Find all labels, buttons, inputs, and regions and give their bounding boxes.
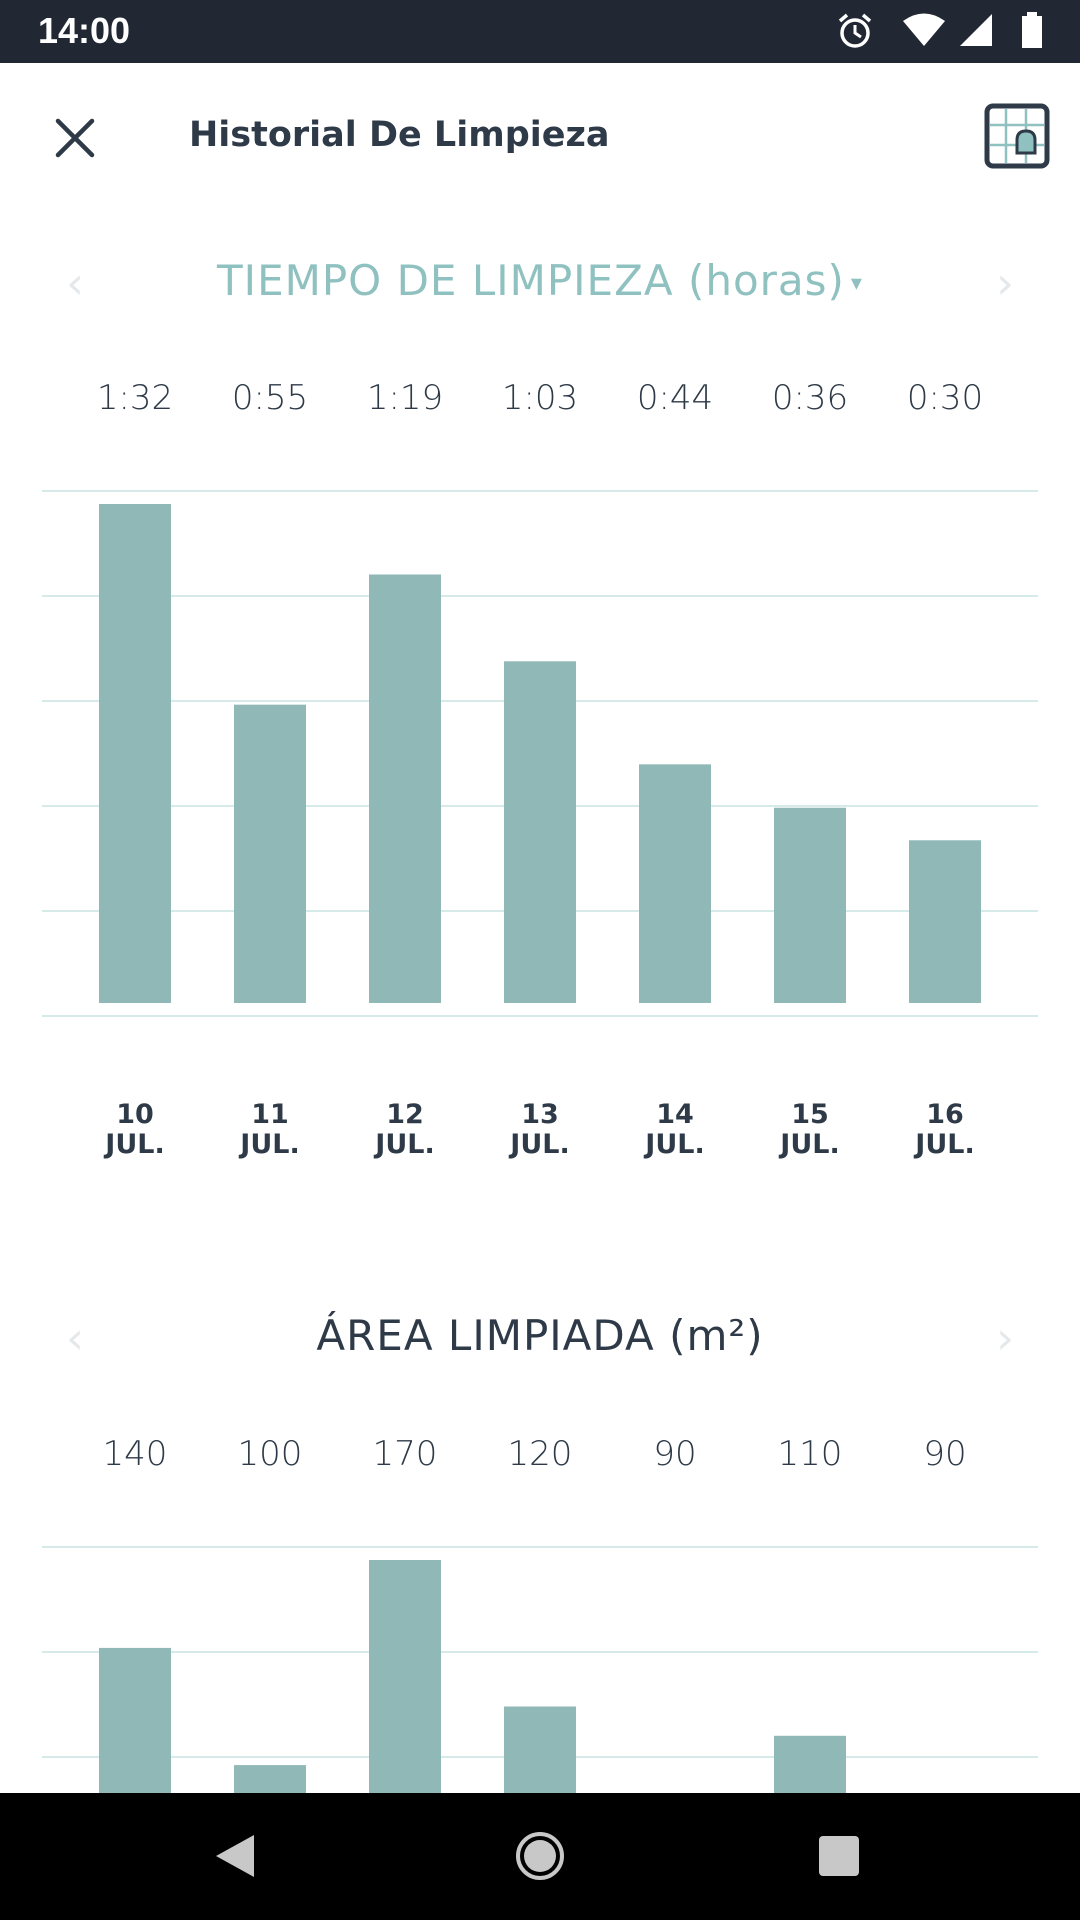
bar-value-label: 0:44	[636, 378, 714, 418]
system-nav-bar	[0, 1793, 1080, 1920]
map-button[interactable]	[984, 103, 1050, 169]
bar-value-label: 0:55	[231, 378, 309, 418]
area-chart-header: ‹ ÁREA LIMPIADA (m²) ›	[0, 1303, 1080, 1373]
area-bar[interactable]	[504, 1706, 576, 1794]
date-day: 15	[791, 1099, 829, 1130]
area-chart-next-button[interactable]: ›	[996, 1313, 1014, 1364]
back-button[interactable]	[214, 1833, 258, 1883]
close-button[interactable]	[44, 107, 106, 169]
area-chart-prev-button[interactable]: ‹	[66, 1313, 84, 1364]
time-bar[interactable]	[369, 574, 441, 1003]
time-chart-value-labels: 1:32 0:55 1:19 1:03 0:44 0:36 0:30	[0, 378, 1080, 428]
date-day: 16	[926, 1099, 964, 1130]
status-bar: 14:00	[0, 0, 1080, 63]
app-bar: Historial De Limpieza	[0, 63, 1080, 211]
recents-button[interactable]	[818, 1835, 860, 1881]
recents-icon	[819, 1836, 859, 1876]
date-label[interactable]: 16 JUL.	[880, 1100, 1010, 1160]
time-bar[interactable]	[909, 840, 981, 1003]
wifi-icon	[902, 12, 946, 52]
bar-value-label: 110	[777, 1434, 843, 1474]
home-icon	[516, 1832, 564, 1880]
area-chart-title: ÁREA LIMPIADA (m²)	[316, 1311, 764, 1360]
time-chart-title: TIEMPO DE LIMPIEZA (horas)	[217, 256, 845, 305]
date-day: 14	[656, 1099, 694, 1130]
time-chart-prev-button[interactable]: ‹	[66, 258, 84, 309]
bar-value-label: 1:19	[366, 378, 444, 418]
bar-value-label: 170	[372, 1434, 438, 1474]
status-time: 14:00	[38, 10, 131, 51]
date-month: JUL.	[780, 1129, 840, 1160]
signal-icon	[958, 12, 994, 52]
date-month: JUL.	[375, 1129, 435, 1160]
bar-value-label: 140	[102, 1434, 168, 1474]
date-day: 12	[386, 1099, 424, 1130]
date-day: 13	[521, 1099, 559, 1130]
time-bar[interactable]	[234, 704, 306, 1003]
bar-value-label: 90	[653, 1434, 697, 1474]
bar-value-label: 100	[237, 1434, 303, 1474]
bar-value-label: 0:30	[906, 378, 984, 418]
area-bar[interactable]	[369, 1560, 441, 1793]
area-bar[interactable]	[234, 1765, 306, 1793]
bar-value-label: 120	[507, 1434, 573, 1474]
time-chart-next-button[interactable]: ›	[996, 258, 1014, 309]
date-month: JUL.	[240, 1129, 300, 1160]
close-icon	[55, 118, 95, 158]
date-labels: 10 JUL. 11 JUL. 12 JUL. 13 JUL. 14 JUL. 15 JUL…	[0, 1100, 1080, 1180]
alarm-icon	[836, 12, 874, 54]
date-label[interactable]: 12 JUL.	[340, 1100, 470, 1160]
date-month: JUL.	[105, 1129, 165, 1160]
bar-value-label: 0:36	[771, 378, 849, 418]
date-label[interactable]: 10 JUL.	[70, 1100, 200, 1160]
bar-value-label: 1:32	[96, 378, 174, 418]
bar-value-label: 1:03	[501, 378, 579, 418]
bar-value-label: 90	[923, 1434, 967, 1474]
area-bar[interactable]	[774, 1735, 846, 1793]
home-button[interactable]	[515, 1831, 565, 1885]
area-bar[interactable]	[99, 1647, 171, 1793]
battery-icon	[1020, 12, 1044, 54]
back-icon	[216, 1835, 254, 1877]
time-bar[interactable]	[504, 661, 576, 1003]
time-chart-title-dropdown[interactable]: TIEMPO DE LIMPIEZA (horas) ▾	[0, 256, 1080, 305]
date-month: JUL.	[510, 1129, 570, 1160]
date-label[interactable]: 13 JUL.	[475, 1100, 605, 1160]
date-label[interactable]: 14 JUL.	[610, 1100, 740, 1160]
time-bar[interactable]	[774, 807, 846, 1003]
time-chart-header: ‹ TIEMPO DE LIMPIEZA (horas) ▾ ›	[0, 248, 1080, 318]
time-bar-chart	[42, 490, 1038, 1017]
area-bar-chart	[42, 1546, 1038, 1794]
date-month: JUL.	[645, 1129, 705, 1160]
area-chart-value-labels: 140 100 170 120 90 110 90	[0, 1434, 1080, 1484]
dropdown-caret-icon: ▾	[850, 271, 863, 296]
date-label[interactable]: 15 JUL.	[745, 1100, 875, 1160]
date-day: 11	[251, 1099, 289, 1130]
date-label[interactable]: 11 JUL.	[205, 1100, 335, 1160]
date-month: JUL.	[915, 1129, 975, 1160]
map-grid-icon	[984, 103, 1050, 169]
time-bar[interactable]	[99, 504, 171, 1003]
date-day: 10	[116, 1099, 154, 1130]
page-title: Historial De Limpieza	[189, 115, 610, 155]
time-bar[interactable]	[639, 764, 711, 1003]
